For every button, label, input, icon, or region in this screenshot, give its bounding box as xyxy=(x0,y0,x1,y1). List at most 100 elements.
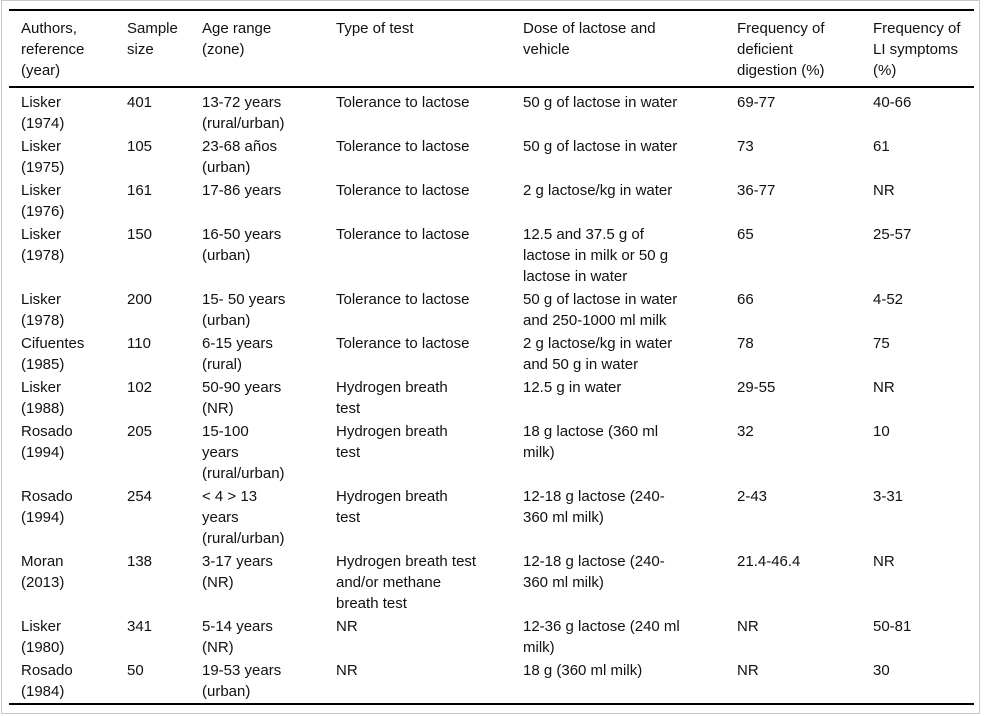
cell-freq-li-symptoms: NR xyxy=(873,379,895,396)
cell-freq-deficient-digestion: 29-55 xyxy=(737,379,776,396)
cell-freq-li-symptoms: 4-52 xyxy=(873,291,904,308)
cell-sample-size: 401 xyxy=(127,94,153,111)
table-row: Rosado (1994) 205 15-100 years (rural/ur… xyxy=(9,420,974,485)
column-header-test-type: Type of test xyxy=(336,10,523,88)
cell-freq-deficient-digestion: NR xyxy=(737,662,759,679)
cell-dose: 50 g of lactose in water xyxy=(523,94,678,111)
cell-freq-deficient-digestion: 36-77 xyxy=(737,182,776,199)
cell-freq-deficient-digestion: NR xyxy=(737,618,759,635)
cell-freq-deficient-digestion: 66 xyxy=(737,291,754,308)
cell-test-type: Tolerance to lactose xyxy=(336,182,470,199)
cell-sample-size: 254 xyxy=(127,488,153,505)
cell-age-range: 17-86 years xyxy=(202,182,282,199)
cell-dose: 12-18 g lactose (240- 360 ml milk) xyxy=(523,553,665,591)
cell-test-type: NR xyxy=(336,618,358,635)
cell-freq-deficient-digestion: 78 xyxy=(737,335,754,352)
cell-authors: Rosado (1984) xyxy=(21,662,73,700)
cell-authors: Lisker (1980) xyxy=(21,618,65,656)
cell-freq-li-symptoms: 75 xyxy=(873,335,890,352)
table-row: Lisker (1976) 161 17-86 years Tolerance … xyxy=(9,179,974,223)
cell-authors: Rosado (1994) xyxy=(21,488,73,526)
cell-sample-size: 138 xyxy=(127,553,153,570)
cell-dose: 50 g of lactose in water xyxy=(523,138,678,155)
column-header-authors: Authors, reference (year) xyxy=(9,10,127,88)
cell-sample-size: 150 xyxy=(127,226,153,243)
cell-authors: Lisker (1976) xyxy=(21,182,65,220)
cell-age-range: 15-100 years (rural/urban) xyxy=(202,423,285,482)
cell-age-range: 16-50 years (urban) xyxy=(202,226,282,264)
cell-freq-deficient-digestion: 2-43 xyxy=(737,488,768,505)
column-header-dose: Dose of lactose and vehicle xyxy=(523,10,737,88)
studies-table: Authors, reference (year) Sample size Ag… xyxy=(9,9,974,705)
cell-test-type: Hydrogen breath test xyxy=(336,379,448,417)
cell-age-range: 13-72 years (rural/urban) xyxy=(202,94,285,132)
cell-age-range: < 4 > 13 years (rural/urban) xyxy=(202,488,285,547)
cell-test-type: Tolerance to lactose xyxy=(336,291,470,308)
cell-sample-size: 102 xyxy=(127,379,153,396)
cell-freq-li-symptoms: 10 xyxy=(873,423,890,440)
cell-sample-size: 161 xyxy=(127,182,153,199)
cell-freq-li-symptoms: 40-66 xyxy=(873,94,912,111)
cell-test-type: NR xyxy=(336,662,358,679)
cell-freq-li-symptoms: 3-31 xyxy=(873,488,904,505)
cell-test-type: Hydrogen breath test xyxy=(336,423,448,461)
cell-test-type: Hydrogen breath test xyxy=(336,488,448,526)
table-row: Lisker (1988) 102 50-90 years (NR) Hydro… xyxy=(9,376,974,420)
table-row: Lisker (1978) 200 15- 50 years (urban) T… xyxy=(9,288,974,332)
table-row: Lisker (1978) 150 16-50 years (urban) To… xyxy=(9,223,974,288)
cell-sample-size: 50 xyxy=(127,662,144,679)
cell-freq-li-symptoms: 25-57 xyxy=(873,226,912,243)
cell-dose: 12-18 g lactose (240- 360 ml milk) xyxy=(523,488,665,526)
cell-freq-deficient-digestion: 69-77 xyxy=(737,94,776,111)
column-header-age-range: Age range (zone) xyxy=(202,10,336,88)
cell-age-range: 3-17 years (NR) xyxy=(202,553,273,591)
table-row: Rosado (1994) 254 < 4 > 13 years (rural/… xyxy=(9,485,974,550)
cell-authors: Lisker (1988) xyxy=(21,379,65,417)
cell-sample-size: 200 xyxy=(127,291,153,308)
cell-authors: Moran (2013) xyxy=(21,553,65,591)
cell-authors: Lisker (1978) xyxy=(21,226,65,264)
cell-dose: 12.5 and 37.5 g of lactose in milk or 50… xyxy=(523,226,669,285)
cell-sample-size: 205 xyxy=(127,423,153,440)
cell-test-type: Hydrogen breath test and/or methane brea… xyxy=(336,553,477,612)
cell-test-type: Tolerance to lactose xyxy=(336,335,470,352)
cell-freq-li-symptoms: NR xyxy=(873,553,895,570)
table-row: Moran (2013) 138 3-17 years (NR) Hydroge… xyxy=(9,550,974,615)
cell-freq-li-symptoms: NR xyxy=(873,182,895,199)
cell-sample-size: 105 xyxy=(127,138,153,155)
cell-authors: Rosado (1994) xyxy=(21,423,73,461)
cell-dose: 2 g lactose/kg in water xyxy=(523,182,673,199)
cell-age-range: 23-68 años (urban) xyxy=(202,138,278,176)
cell-freq-deficient-digestion: 65 xyxy=(737,226,754,243)
cell-age-range: 6-15 years (rural) xyxy=(202,335,273,373)
cell-test-type: Tolerance to lactose xyxy=(336,226,470,243)
cell-dose: 50 g of lactose in water and 250-1000 ml… xyxy=(523,291,678,329)
cell-age-range: 19-53 years (urban) xyxy=(202,662,282,700)
table-row: Lisker (1980) 341 5-14 years (NR) NR 12-… xyxy=(9,615,974,659)
cell-freq-deficient-digestion: 21.4-46.4 xyxy=(737,553,801,570)
column-header-sample-size: Sample size xyxy=(127,10,202,88)
cell-age-range: 5-14 years (NR) xyxy=(202,618,273,656)
cell-freq-deficient-digestion: 73 xyxy=(737,138,754,155)
header-row: Authors, reference (year) Sample size Ag… xyxy=(9,10,974,88)
column-header-freq-deficient-digestion: Frequency of deficient digestion (%) xyxy=(737,10,873,88)
cell-dose: 12.5 g in water xyxy=(523,379,622,396)
cell-age-range: 15- 50 years (urban) xyxy=(202,291,286,329)
cell-test-type: Tolerance to lactose xyxy=(336,94,470,111)
table-row: Lisker (1974) 401 13-72 years (rural/urb… xyxy=(9,87,974,135)
cell-freq-li-symptoms: 61 xyxy=(873,138,890,155)
cell-freq-li-symptoms: 50-81 xyxy=(873,618,912,635)
cell-sample-size: 341 xyxy=(127,618,153,635)
cell-authors: Lisker (1978) xyxy=(21,291,65,329)
cell-authors: Lisker (1975) xyxy=(21,138,65,176)
cell-sample-size: 110 xyxy=(127,335,151,352)
cell-authors: Lisker (1974) xyxy=(21,94,65,132)
table-row: Cifuentes (1985) 110 6-15 years (rural) … xyxy=(9,332,974,376)
cell-dose: 18 g lactose (360 ml milk) xyxy=(523,423,659,461)
table-row: Rosado (1984) 50 19-53 years (urban) NR … xyxy=(9,659,974,704)
cell-freq-deficient-digestion: 32 xyxy=(737,423,754,440)
cell-dose: 12-36 g lactose (240 ml milk) xyxy=(523,618,680,656)
cell-age-range: 50-90 years (NR) xyxy=(202,379,282,417)
cell-dose: 18 g (360 ml milk) xyxy=(523,662,643,679)
cell-authors: Cifuentes (1985) xyxy=(21,335,85,373)
